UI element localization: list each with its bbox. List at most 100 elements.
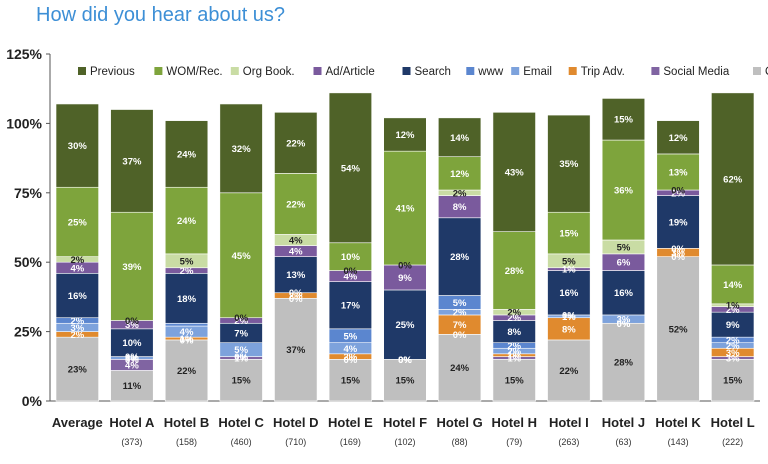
bar-segment-other [601,322,646,402]
data-label: 1% [234,353,248,364]
data-label: 52% [669,324,689,335]
bar-segment-other [219,359,263,402]
data-label: 28% [505,266,525,277]
legend-label: Email [523,66,552,78]
legend-label: www [477,66,504,78]
bar-segment-www [164,322,209,327]
data-label: 0% [671,244,685,255]
bar-segment-search [711,311,755,338]
data-label: 2% [507,341,521,352]
data-label: 14% [450,133,470,144]
bar-segment-wom-rec [438,156,482,191]
bar-segment-wom-rec [656,153,700,191]
category-count: (373) [121,437,142,447]
bar-segment-search [110,328,154,357]
bar-segment-previous [492,111,536,232]
data-label: 19% [669,217,689,228]
legend-swatch-other [753,67,761,75]
data-label: 43% [505,167,525,178]
data-label: 2% [507,313,521,324]
data-label: 0% [671,186,685,197]
data-label: 8% [562,324,576,335]
data-label: 1% [726,301,740,312]
data-label: 12% [450,169,470,180]
data-label: 9% [726,320,740,331]
data-label: 5% [234,345,248,356]
data-label: 9% [398,273,412,284]
category-labels: Average Hotel A (373) Hotel B (158) Hotel C (4… [52,415,755,447]
bar-segment-search [547,270,591,316]
bar-segment-previous [219,103,263,194]
category-label: Hotel E [328,415,373,430]
data-label: 4% [344,344,358,355]
data-label: 1% [507,353,521,364]
data-label: 36% [614,186,634,197]
legend-swatch-www [466,67,475,75]
legend-swatch-social-media [651,67,660,75]
data-label: 3% [617,315,631,326]
y-tick-label: 100% [6,115,42,131]
bar-segment-search [601,270,646,316]
data-label: 22% [559,366,579,377]
data-label: 5% [617,242,631,253]
data-label: 0% [398,260,412,271]
category-label: Hotel B [164,415,210,430]
data-labels: 23%2%3%2%16%4%2%25%30%11%4%0%1%0%10%3%0%… [68,115,743,392]
bar-segment-search [438,217,482,296]
bar-segment-previous [547,114,591,213]
data-label: 22% [286,199,306,210]
data-label: 0% [289,294,303,305]
data-label: 0% [617,319,631,330]
category-label: Hotel D [273,415,319,430]
bar-segment-wom-rec [274,173,318,235]
data-label: 4% [180,327,194,338]
data-label: 1% [125,353,139,364]
legend-swatch-ad-article [313,67,322,75]
data-label: 2% [180,266,194,277]
data-label: 5% [344,331,358,342]
legend-label: Other [765,66,768,78]
data-label: 24% [177,216,197,227]
data-label: 0% [125,316,139,327]
bar-segment-previous [656,120,700,155]
data-label: 0% [398,355,412,366]
bar-segment-other [274,297,318,402]
legend-label: Trip Adv. [581,66,625,78]
chart-title: How did you hear about us? [36,4,286,26]
data-label: 10% [341,252,361,263]
bar-segment-search [164,273,209,324]
data-label: 10% [122,338,142,349]
data-label: 24% [177,149,197,160]
legend-swatch-previous [78,67,86,75]
category-label: Hotel L [711,415,755,430]
data-label: 14% [723,280,743,291]
data-label: 0% [617,319,631,330]
data-label: 39% [122,262,142,273]
y-tick-label: 50% [14,254,43,270]
legend-label: Previous [90,66,135,78]
data-label: 0% [234,352,248,363]
legend-label: Search [415,66,451,78]
data-label: 4% [344,272,358,283]
data-label: 3% [671,248,685,259]
category-label: Hotel H [491,415,537,430]
y-tick-label: 125% [6,46,42,62]
data-label: 15% [232,376,252,387]
bar-segment-wom-rec [164,186,209,255]
data-label: 15% [614,115,634,126]
data-label: 13% [286,270,306,281]
data-label: 25% [68,217,88,228]
data-label: 15% [559,229,579,240]
data-label: 37% [286,345,306,356]
data-label: 15% [341,376,361,387]
bar-segment-other [492,359,536,402]
legend-swatch-wom-rec [154,67,163,75]
data-label: 4% [289,247,303,258]
data-label: 62% [723,174,743,185]
category-count: (88) [452,437,468,447]
bars [55,92,755,402]
legend-swatch-search [402,67,411,75]
bar-segment-search [383,289,427,360]
bar-segment-wom-rec [711,264,755,305]
